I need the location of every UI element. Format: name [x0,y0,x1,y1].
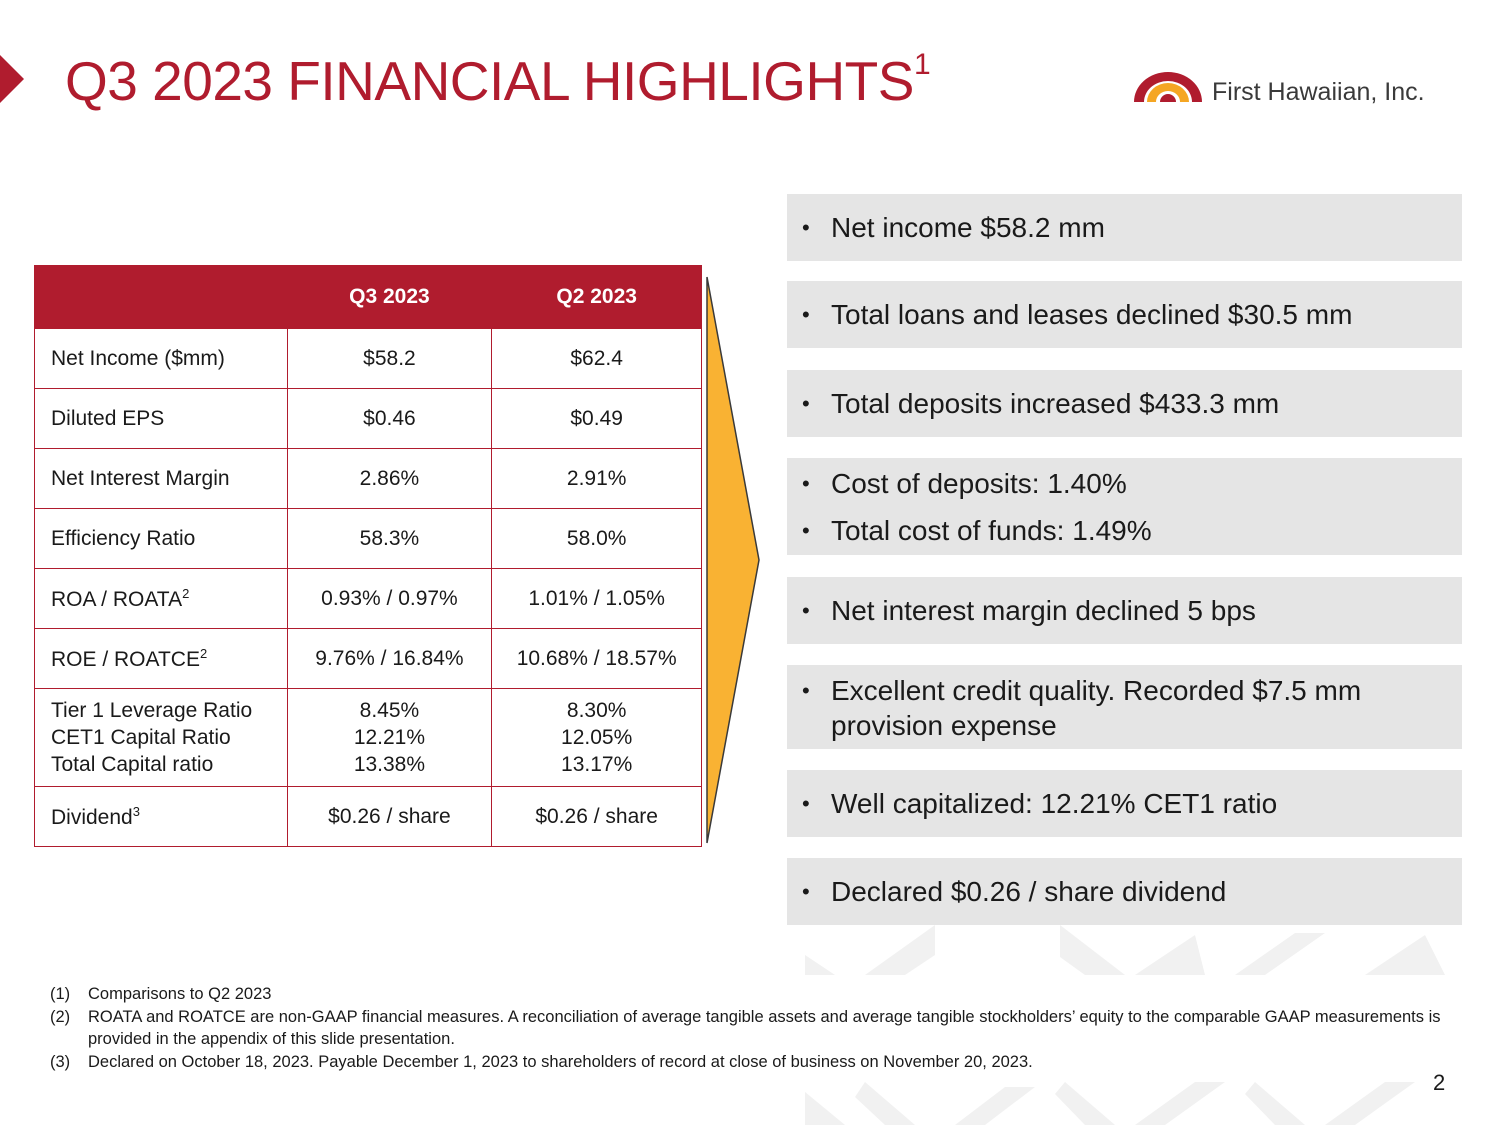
row-label: Tier 1 Leverage Ratio CET1 Capital Ratio… [34,688,288,787]
q2-value: $0.26 / share [491,786,702,847]
table-row: Efficiency Ratio 58.3% 58.0% [34,508,702,569]
table-row: Net Income ($mm) $58.2 $62.4 [34,328,702,389]
footnote: (1) Comparisons to Q2 2023 [50,985,272,1003]
q2-value: 2.91% [491,448,702,509]
table-header-q3: Q3 2023 [286,265,493,329]
table-row-capital: Tier 1 Leverage Ratio CET1 Capital Ratio… [34,688,702,787]
q3-value: 8.45% 12.21% 13.38% [286,688,493,787]
logo-text: First Hawaiian, Inc. [1212,78,1425,106]
decorative-pattern-top [805,925,1445,975]
highlight-box: • Well capitalized: 12.21% CET1 ratio [787,770,1462,837]
highlight-box: • Cost of deposits: 1.40% • Total cost of … [787,458,1462,555]
q2-value: 10.68% / 18.57% [491,628,702,689]
q3-value: 2.86% [286,448,493,509]
q3-value: 9.76% / 16.84% [286,628,493,689]
row-label: Net Income ($mm) [34,328,288,389]
logo-sun-icon [1134,72,1202,102]
table-row: Dividend3 $0.26 / share $0.26 / share [34,786,702,847]
financial-table: Q3 2023 Q2 2023 Net Income ($mm) $58.2 $… [34,265,702,847]
row-label: ROE / ROATCE2 [34,628,288,689]
q3-value: 58.3% [286,508,493,569]
q3-value: $0.46 [286,388,493,449]
row-label: Net Interest Margin [34,448,288,509]
page-title: Q3 2023 FINANCIAL HIGHLIGHTS1 [65,48,931,112]
q3-value: 0.93% / 0.97% [286,568,493,629]
highlight-box: • Excellent credit quality. Recorded $7.5… [787,665,1462,749]
footnote: (2) ROATA and ROATCE are non-GAAP financi… [50,1007,1441,1049]
table-header-q2: Q2 2023 [491,265,702,329]
q3-value: $58.2 [286,328,493,389]
table-row: Net Interest Margin 2.86% 2.91% [34,448,702,509]
arrow-chevron-shape [706,276,760,844]
highlight-box: • Declared $0.26 / share dividend [787,858,1462,925]
highlight-box: • Net interest margin declined 5 bps [787,577,1462,644]
q3-value: $0.26 / share [286,786,493,847]
highlight-box: • Total deposits increased $433.3 mm [787,370,1462,437]
table-header-blank [34,265,288,329]
q2-value: $62.4 [491,328,702,389]
table-row: ROE / ROATCE2 9.76% / 16.84% 10.68% / 18… [34,628,702,689]
highlight-box: • Net income $58.2 mm [787,194,1462,261]
q2-value: 8.30% 12.05% 13.17% [491,688,702,787]
highlight-box: • Total loans and leases declined $30.5 m… [787,281,1462,348]
row-label: Dividend3 [34,786,288,847]
company-logo: First Hawaiian, Inc. [1130,64,1460,108]
table-header-row: Q3 2023 Q2 2023 [34,265,702,329]
q2-value: 1.01% / 1.05% [491,568,702,629]
row-label: ROA / ROATA2 [34,568,288,629]
page-number: 2 [1433,1070,1446,1095]
table-row: ROA / ROATA2 0.93% / 0.97% 1.01% / 1.05% [34,568,702,629]
slide-marker-chevron [0,55,24,103]
decorative-pattern-bottom [805,1082,1415,1125]
q2-value: 58.0% [491,508,702,569]
q2-value: $0.49 [491,388,702,449]
table-row: Diluted EPS $0.46 $0.49 [34,388,702,449]
row-label: Efficiency Ratio [34,508,288,569]
row-label: Diluted EPS [34,388,288,449]
footnotes: (1) Comparisons to Q2 2023 (2) ROATA and R… [50,983,1445,1073]
footnote: (3) Declared on October 18, 2023. Payable… [50,1052,1033,1071]
